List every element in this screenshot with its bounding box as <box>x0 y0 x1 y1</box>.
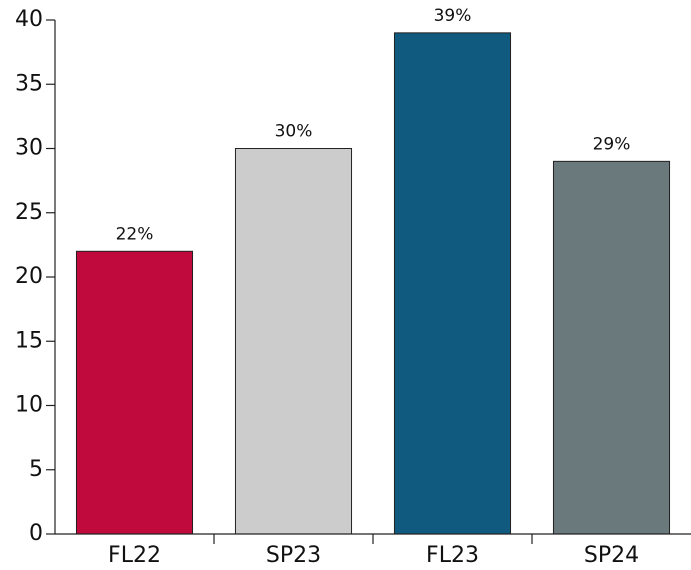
value-label: 30% <box>275 122 313 142</box>
y-tick-label: 25 <box>15 200 43 225</box>
y-tick-label: 10 <box>15 393 43 418</box>
y-tick-label: 20 <box>15 264 43 289</box>
bar <box>393 32 512 535</box>
y-tick-label: 15 <box>15 328 43 353</box>
bar <box>234 148 353 535</box>
y-tick-label: 40 <box>15 7 43 32</box>
y-tick-label: 5 <box>29 457 43 482</box>
x-tick-label: FL23 <box>426 543 479 568</box>
bar <box>75 250 194 535</box>
value-label: 39% <box>434 6 472 26</box>
value-label: 22% <box>116 224 154 244</box>
value-label: 29% <box>593 134 631 154</box>
y-tick-label: 30 <box>15 136 43 161</box>
y-tick-label: 0 <box>29 521 43 546</box>
x-tick-label: FL22 <box>108 543 161 568</box>
x-tick-label: SP24 <box>584 543 639 568</box>
y-tick-label: 35 <box>15 71 43 96</box>
x-tick-label: SP23 <box>266 543 321 568</box>
bar <box>552 160 671 535</box>
